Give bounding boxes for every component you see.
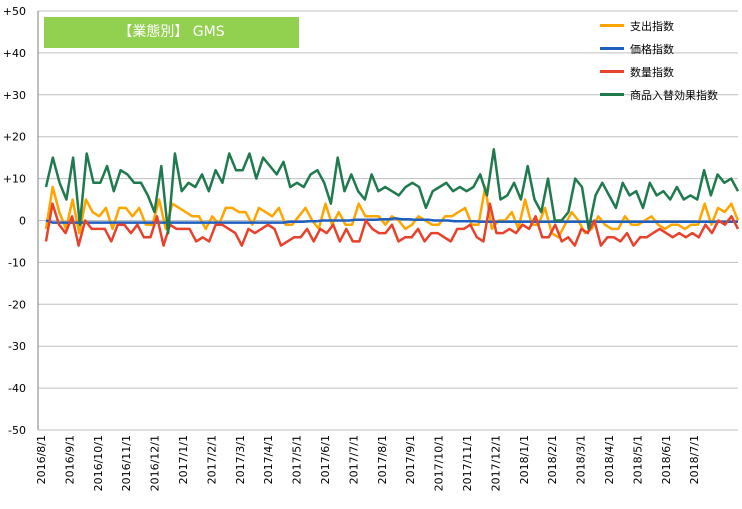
x-tick-label: 2017/7/1 <box>347 435 360 484</box>
series-lines <box>44 148 740 247</box>
x-tick-label: 2017/2/1 <box>205 435 218 484</box>
x-tick-label: 2017/1/1 <box>177 435 190 484</box>
y-tick-label: 0 <box>19 215 26 228</box>
x-tick-label: 2018/3/1 <box>575 435 588 484</box>
y-tick-label: +20 <box>3 131 26 144</box>
legend-label: 価格指数 <box>630 42 674 56</box>
legend-item-spending: 支出指数 <box>600 14 718 37</box>
x-tick-label: 2017/5/1 <box>291 435 304 484</box>
legend-item-quantity: 数量指数 <box>600 60 718 83</box>
legend-swatch <box>600 70 624 73</box>
x-tick-label: 2017/6/1 <box>319 435 332 484</box>
x-tick-label: 2018/7/1 <box>688 435 701 484</box>
legend-item-product-replacement: 商品入替効果指数 <box>600 83 718 106</box>
x-tick-label: 2017/4/1 <box>262 435 275 484</box>
y-tick-label: +30 <box>3 89 26 102</box>
legend-swatch <box>600 47 624 50</box>
y-tick-label: -50 <box>8 424 26 437</box>
x-tick-label: 2016/9/1 <box>63 435 76 484</box>
x-tick-label: 2018/1/1 <box>518 435 531 484</box>
x-tick-label: 2017/11/1 <box>461 435 474 491</box>
series-line-1 <box>45 217 738 224</box>
y-tick-label: -40 <box>8 382 26 395</box>
legend: 支出指数 価格指数 数量指数 商品入替効果指数 <box>600 14 718 106</box>
chart-title: 【業態別】 GMS <box>44 17 299 48</box>
legend-label: 支出指数 <box>630 19 674 33</box>
y-tick-label: +50 <box>3 5 26 18</box>
legend-swatch <box>600 24 624 27</box>
x-axis-ticks: 2016/8/1 2016/9/1 2016/10/1 2016/11/1 2016/1… <box>35 435 701 491</box>
y-tick-label: -30 <box>8 340 26 353</box>
y-tick-label: +40 <box>3 47 26 60</box>
x-tick-label: 2018/6/1 <box>660 435 673 484</box>
x-tick-label: 2016/11/1 <box>120 435 133 491</box>
series-line-3 <box>44 148 740 235</box>
legend-label: 数量指数 <box>630 65 674 79</box>
legend-item-price: 価格指数 <box>600 37 718 60</box>
x-tick-label: 2017/8/1 <box>376 435 389 484</box>
x-tick-label: 2018/5/1 <box>631 435 644 484</box>
y-tick-label: -10 <box>8 256 26 269</box>
y-axis-ticks: +50 +40 +30 +20 +10 0 -10 -20 -30 -40 -50 <box>3 5 26 437</box>
x-tick-label: 2017/9/1 <box>404 435 417 484</box>
x-tick-label: 2017/3/1 <box>234 435 247 484</box>
x-tick-label: 2016/12/1 <box>149 435 162 491</box>
y-tick-label: +10 <box>3 173 26 186</box>
legend-label: 商品入替効果指数 <box>630 88 718 102</box>
x-tick-label: 2016/8/1 <box>35 435 48 484</box>
series-line-0 <box>44 185 740 239</box>
x-tick-label: 2016/10/1 <box>92 435 105 491</box>
x-tick-label: 2018/2/1 <box>546 435 559 484</box>
y-tick-label: -20 <box>8 298 26 311</box>
x-tick-label: 2018/4/1 <box>603 435 616 484</box>
series-line-2 <box>44 202 740 247</box>
legend-swatch <box>600 93 624 96</box>
x-tick-label: 2017/10/1 <box>433 435 446 491</box>
x-tick-label: 2017/12/1 <box>489 435 502 491</box>
